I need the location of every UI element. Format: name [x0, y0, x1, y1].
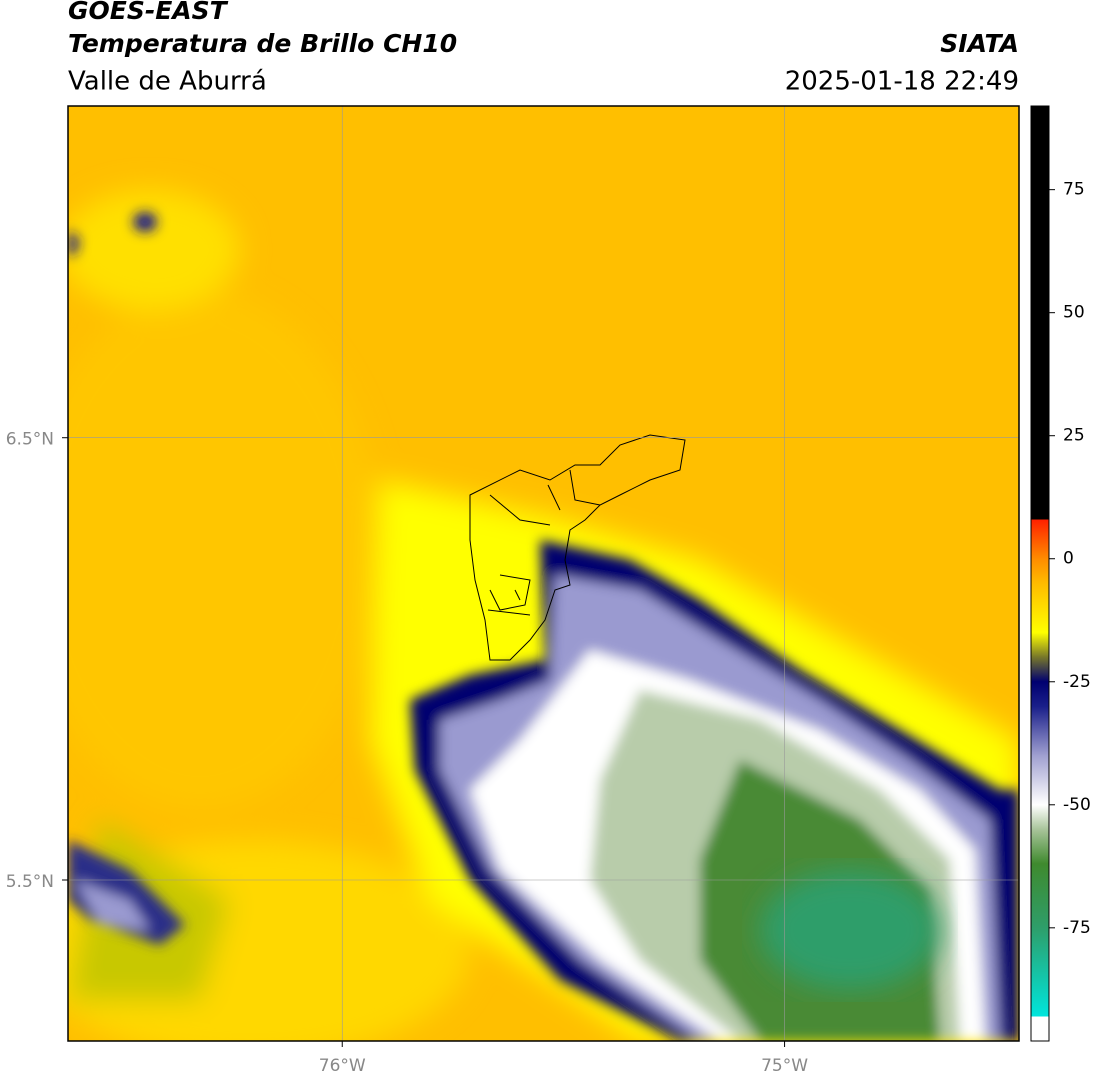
- colorbar-tick-label: 50: [1063, 303, 1085, 323]
- title: GOES-EAST: [68, 0, 229, 25]
- colorbar-tick-label: -50: [1063, 795, 1091, 815]
- colorbar-tick-label: 0: [1063, 549, 1074, 569]
- datetime: 2025-01-18 22:49: [785, 67, 1019, 97]
- colorbar-tick-label: 75: [1063, 180, 1085, 200]
- x-tick-label: 75°W: [761, 1056, 808, 1076]
- colorbar-tick-label: -25: [1063, 672, 1091, 692]
- x-tick-label: 76°W: [319, 1056, 366, 1076]
- satellite-image: [68, 106, 1019, 1041]
- colorbar-tick-label: 25: [1063, 426, 1085, 446]
- y-tick-label: 5.5°N: [6, 872, 54, 892]
- subtitle: Temperatura de Brillo CH10: [68, 29, 457, 58]
- map-frame: [67, 105, 1020, 1042]
- y-tick-label: 6.5°N: [6, 430, 54, 450]
- region: Valle de Aburrá: [68, 67, 267, 97]
- source: SIATA: [940, 29, 1019, 58]
- colorbar: [1030, 105, 1050, 1042]
- colorbar-tick-label: -75: [1063, 918, 1091, 938]
